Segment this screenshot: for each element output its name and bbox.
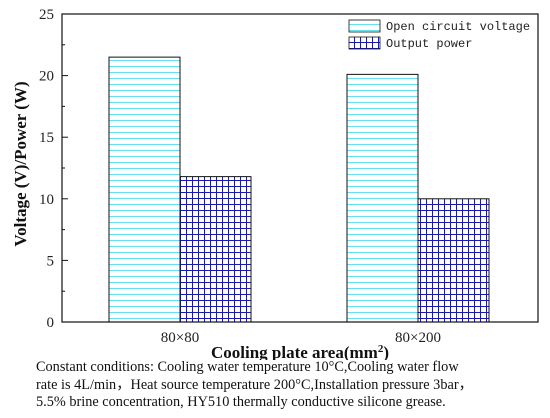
bar-open-circuit-voltage-1 (108, 56, 181, 323)
caption-line-3: 5.5% brine concentration, HY510 thermall… (36, 394, 446, 411)
legend-swatch-2 (348, 36, 381, 50)
caption: Constant conditions: Cooling water tempe… (36, 359, 548, 412)
caption-line-2: rate is 4L/min，Heat source temperature 2… (36, 376, 473, 393)
legend-label-2: Output power (386, 37, 472, 51)
legend: Open circuit voltage Output power (348, 19, 530, 51)
x-tick-label: 80×80 (161, 330, 199, 346)
x-axis-title: Cooling plate area(mm2) (211, 343, 389, 360)
bar-chart: 0 5 10 15 20 25 80×80 80×200 Voltage (V)/Power … (11, 7, 539, 360)
axes-layer: 0 5 10 15 20 25 80×80 80×200 (39, 7, 539, 346)
y-tick-label: 0 (47, 315, 55, 331)
bar-output-power-2 (417, 198, 490, 323)
bar-output-power-1 (179, 176, 252, 323)
y-tick-label: 20 (39, 69, 54, 85)
y-tick-label: 15 (39, 130, 54, 146)
x-tick-label: 80×200 (395, 330, 441, 346)
legend-label-1: Open circuit voltage (386, 20, 530, 34)
y-tick-label: 25 (39, 7, 54, 23)
bars-layer (108, 56, 490, 323)
y-axis-title: Voltage (V)/Power (W) (11, 81, 30, 246)
caption-line-1: Constant conditions: Cooling water tempe… (36, 359, 459, 375)
bar-open-circuit-voltage-2 (346, 73, 419, 323)
y-tick-label: 10 (39, 192, 54, 208)
y-tick-label: 5 (47, 253, 55, 269)
legend-swatch-1 (348, 19, 381, 33)
